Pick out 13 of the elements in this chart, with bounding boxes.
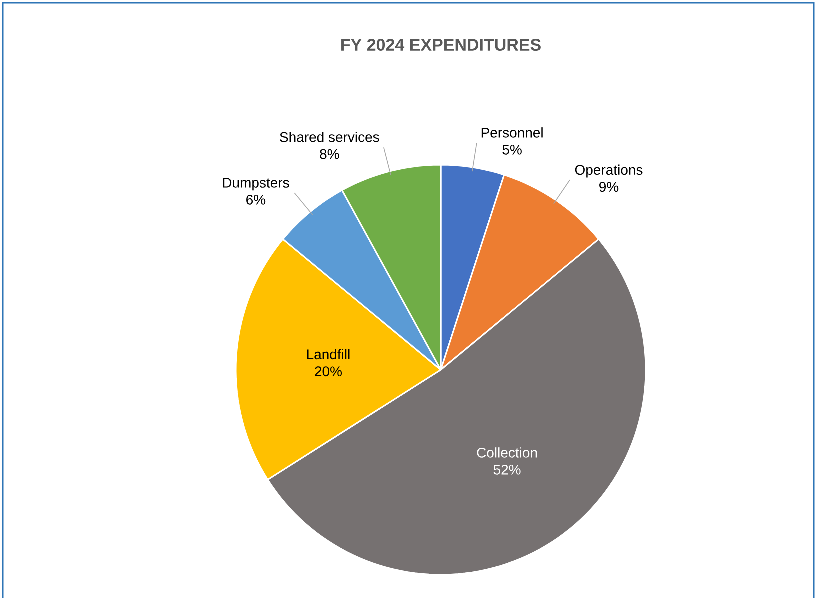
chart-title: FY 2024 EXPENDITURES xyxy=(342,38,541,52)
slice-label: Shared services xyxy=(280,132,380,142)
slice-label: Dumpsters xyxy=(223,178,290,191)
data-label: 5% xyxy=(502,144,522,155)
data-label: 8% xyxy=(320,149,340,160)
slice-label: Landfill xyxy=(307,349,350,360)
slice-label: Collection xyxy=(477,448,538,458)
slice-label: Operations xyxy=(575,164,643,178)
slice-label: Personnel xyxy=(482,128,543,138)
data-label: 6% xyxy=(246,194,266,205)
data-label: 9% xyxy=(600,182,619,192)
data-label: 52% xyxy=(494,464,521,475)
data-label: 20% xyxy=(315,366,342,377)
